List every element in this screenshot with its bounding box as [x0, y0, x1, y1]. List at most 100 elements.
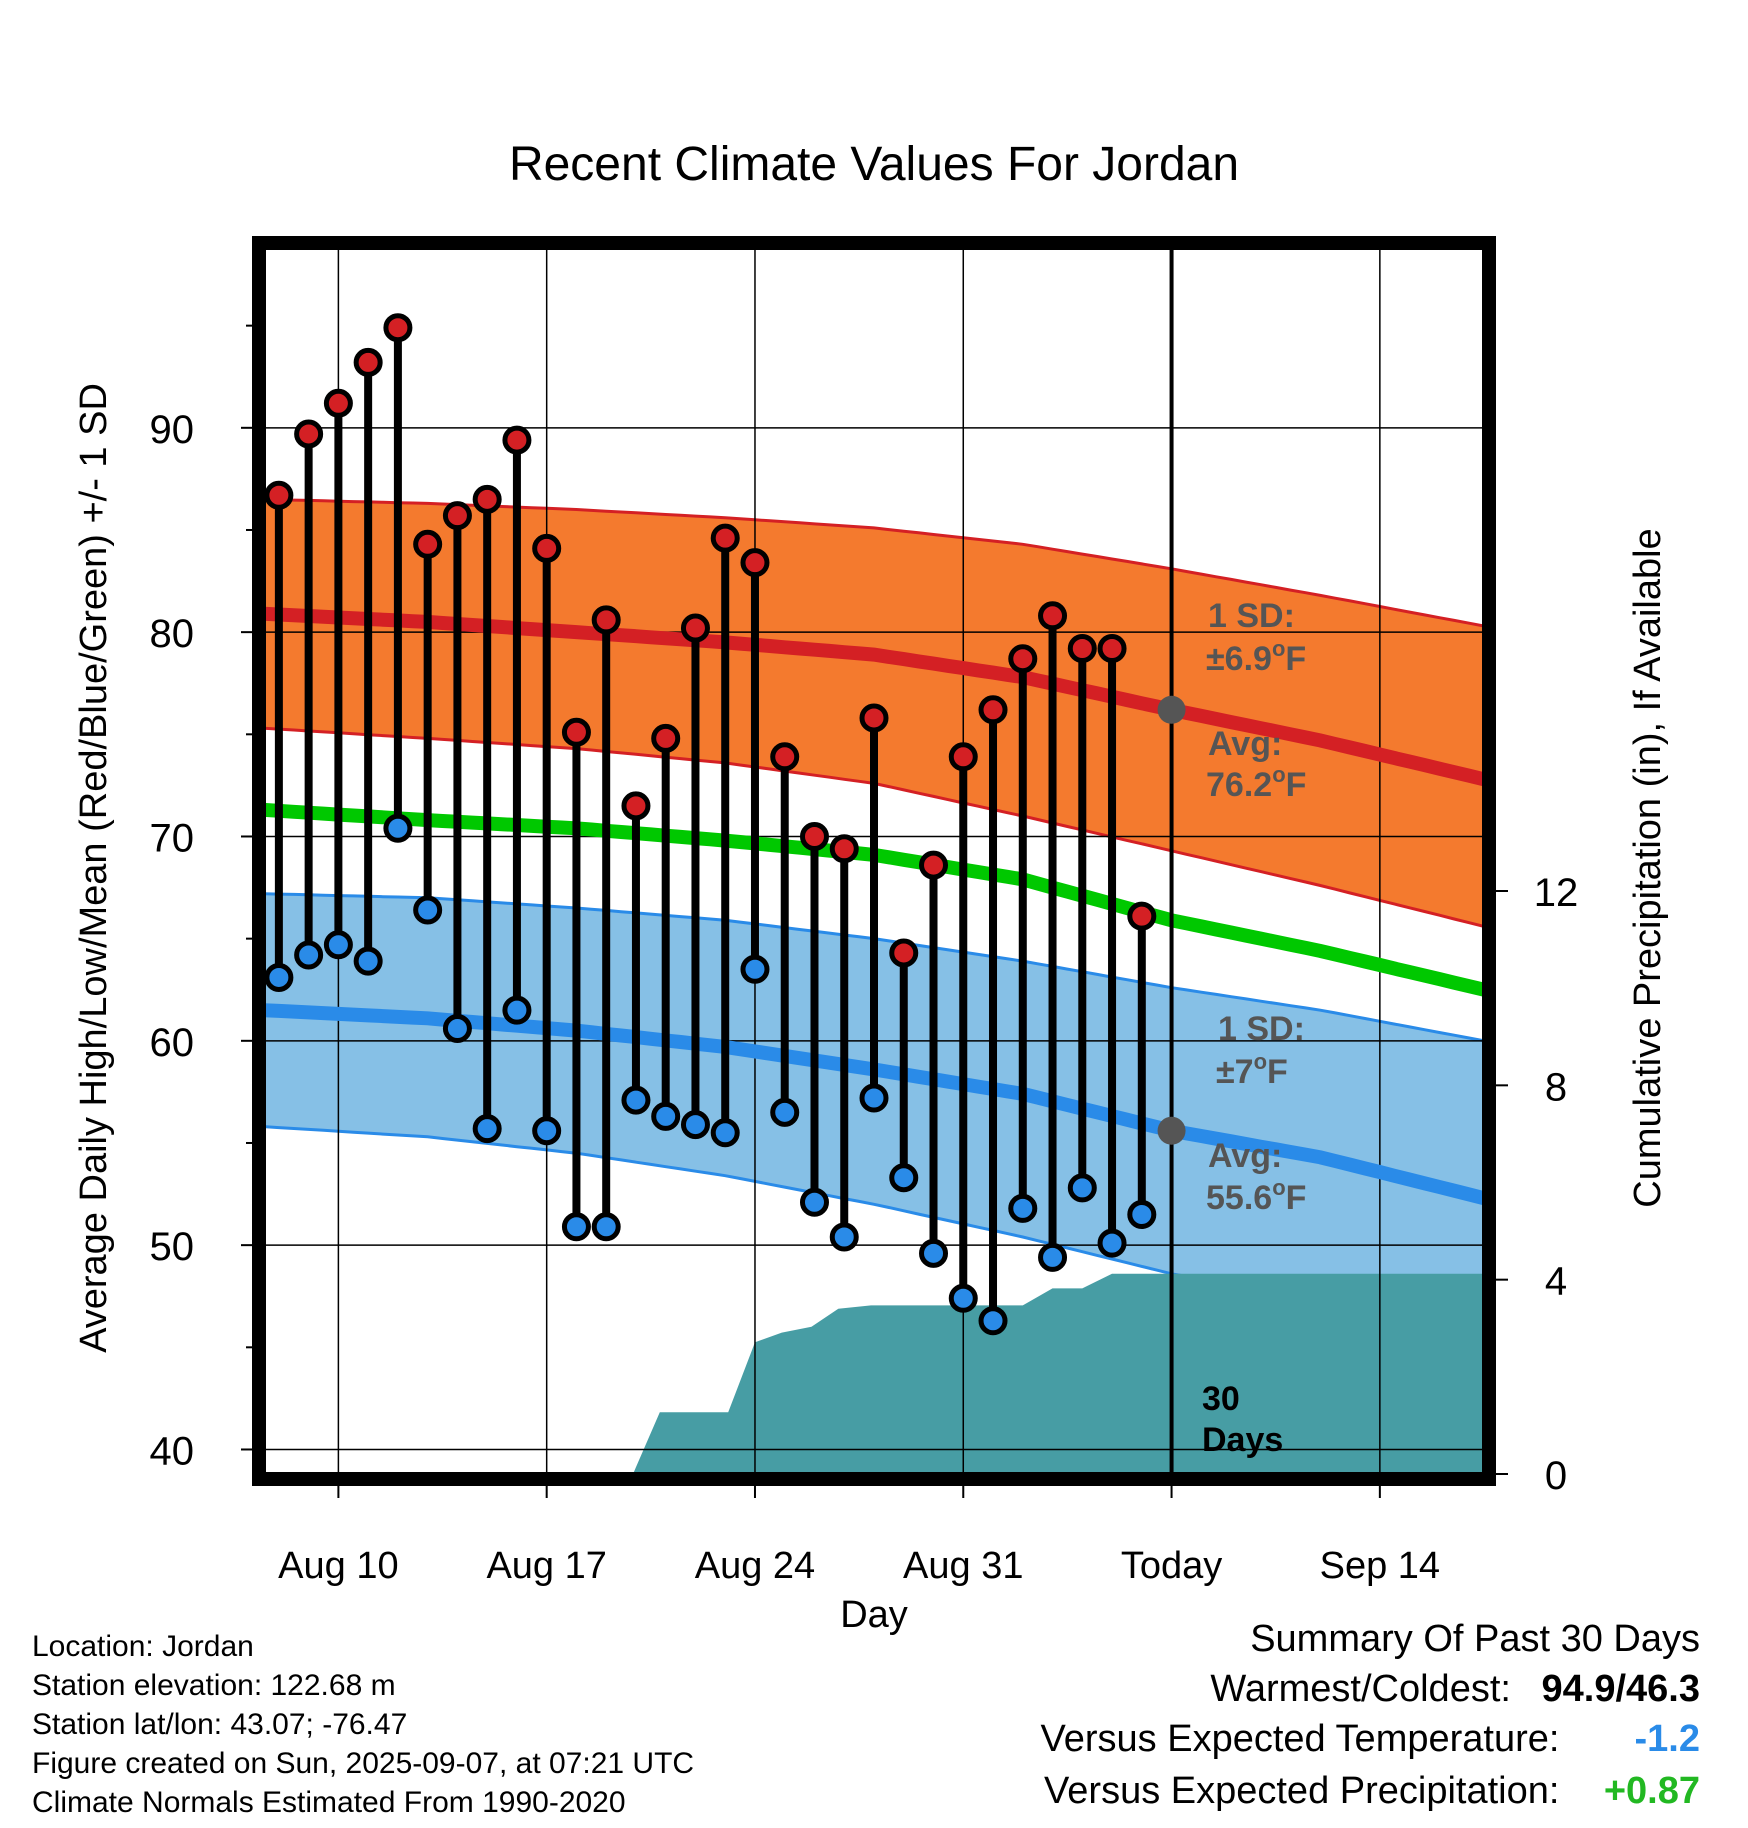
temp-value: -1.2: [1634, 1718, 1700, 1760]
high-avg-label: Avg:: [1208, 725, 1282, 763]
summary-temp: Versus Expected Temperature: -1.2: [1041, 1718, 1700, 1761]
high-point: [413, 529, 443, 559]
low-point: [710, 1118, 740, 1148]
high-point: [1038, 601, 1068, 631]
high-point: [294, 419, 324, 449]
days-word: Days: [1202, 1421, 1283, 1459]
x-tick-label: Today: [1121, 1545, 1222, 1587]
info-created: Figure created on Sun, 2025-09-07, at 07…: [32, 1747, 695, 1780]
plot-area: [264, 248, 1484, 1474]
high-point: [1067, 633, 1097, 663]
high-point: [799, 821, 829, 851]
x-tick-label: Aug 31: [903, 1545, 1023, 1587]
high-point: [829, 834, 859, 864]
high-upper-edge: [264, 497, 1484, 628]
low-sd-value: ±7oF: [1216, 1049, 1288, 1091]
high-point: [1097, 633, 1127, 663]
warm-cold-value: 94.9/46.3: [1541, 1668, 1700, 1710]
today-low-dot: [1157, 1116, 1186, 1145]
low-point: [859, 1083, 889, 1113]
high-point: [710, 523, 740, 553]
low-point: [948, 1283, 978, 1313]
info-location: Location: Jordan: [32, 1630, 254, 1663]
high-point: [1127, 901, 1157, 931]
high-point: [948, 742, 978, 772]
y-tick-label: 70: [150, 816, 195, 860]
x-tick-label: Sep 14: [1320, 1545, 1440, 1587]
y-tick-label: 90: [150, 408, 195, 452]
y2-tick-label: 12: [1534, 871, 1579, 915]
low-point: [740, 954, 770, 984]
low-point: [799, 1187, 829, 1217]
low-point: [919, 1238, 949, 1268]
low-point: [1008, 1193, 1038, 1223]
low-point: [472, 1114, 502, 1144]
high-point: [264, 480, 294, 510]
low-point: [889, 1163, 919, 1193]
low-point: [591, 1212, 621, 1242]
y-tick-label: 40: [150, 1429, 195, 1473]
low-point: [294, 940, 324, 970]
high-point: [442, 501, 472, 531]
high-point: [770, 742, 800, 772]
low-point: [532, 1116, 562, 1146]
low-point: [770, 1097, 800, 1127]
low-point: [1097, 1228, 1127, 1258]
high-point: [1008, 644, 1038, 674]
high-point: [680, 613, 710, 643]
info-latlon: Station lat/lon: 43.07; -76.47: [32, 1708, 408, 1741]
high-sd-value: ±6.9oF: [1206, 636, 1306, 678]
high-point: [889, 938, 919, 968]
y2-tick-label: 8: [1545, 1065, 1567, 1109]
high-point: [621, 791, 651, 821]
high-point: [591, 605, 621, 635]
high-point: [561, 717, 591, 747]
low-point: [353, 946, 383, 976]
warm-cold-label: Warmest/Coldest:: [1210, 1668, 1511, 1710]
low-point: [829, 1222, 859, 1252]
low-sd-label: 1 SD:: [1218, 1010, 1305, 1048]
high-point: [353, 347, 383, 377]
low-avg-value: 55.6oF: [1206, 1175, 1306, 1217]
precip-value: +0.87: [1603, 1770, 1700, 1812]
high-point: [859, 703, 889, 733]
low-point: [383, 813, 413, 843]
low-point: [502, 995, 532, 1025]
low-point: [413, 895, 443, 925]
y2-tick-label: 0: [1545, 1454, 1567, 1498]
summary-precip: Versus Expected Precipitation: +0.87: [1044, 1770, 1700, 1813]
high-sd-label: 1 SD:: [1208, 597, 1295, 635]
info-elevation: Station elevation: 122.68 m: [32, 1669, 396, 1702]
low-point: [1038, 1242, 1068, 1272]
x-tick-label: Aug 17: [486, 1545, 606, 1587]
x-tick-label: Aug 24: [695, 1545, 815, 1587]
y-tick-label: 60: [150, 1021, 195, 1065]
y2-tick-label: 4: [1545, 1260, 1567, 1304]
precip-area: [633, 1273, 1484, 1474]
x-axis-label: Day: [840, 1594, 908, 1636]
high-point: [532, 533, 562, 563]
high-point: [502, 425, 532, 455]
low-point: [323, 930, 353, 960]
low-point: [442, 1014, 472, 1044]
info-normals: Climate Normals Estimated From 1990-2020: [32, 1786, 626, 1819]
plot-frame: [252, 236, 1496, 1486]
chart-title: Recent Climate Values For Jordan: [509, 138, 1239, 191]
y-tick-label: 50: [150, 1225, 195, 1269]
high-point: [472, 484, 502, 514]
low-point: [680, 1110, 710, 1140]
low-point: [978, 1306, 1008, 1336]
low-avg-label: Avg:: [1208, 1137, 1282, 1175]
y2-axis-label: Cumulative Precipitation (in), If Availa…: [1627, 528, 1669, 1207]
low-sd-band: [264, 893, 1484, 1336]
low-point: [561, 1212, 591, 1242]
days-count: 30: [1202, 1380, 1240, 1418]
high-avg-value: 76.2oF: [1206, 762, 1306, 804]
low-point: [651, 1101, 681, 1131]
summary-warm-cold: Warmest/Coldest: 94.9/46.3: [1210, 1668, 1700, 1711]
precip-label: Versus Expected Precipitation:: [1044, 1770, 1560, 1812]
summary-title: Summary Of Past 30 Days: [1250, 1618, 1700, 1660]
high-point: [651, 723, 681, 753]
low-point: [1127, 1199, 1157, 1229]
